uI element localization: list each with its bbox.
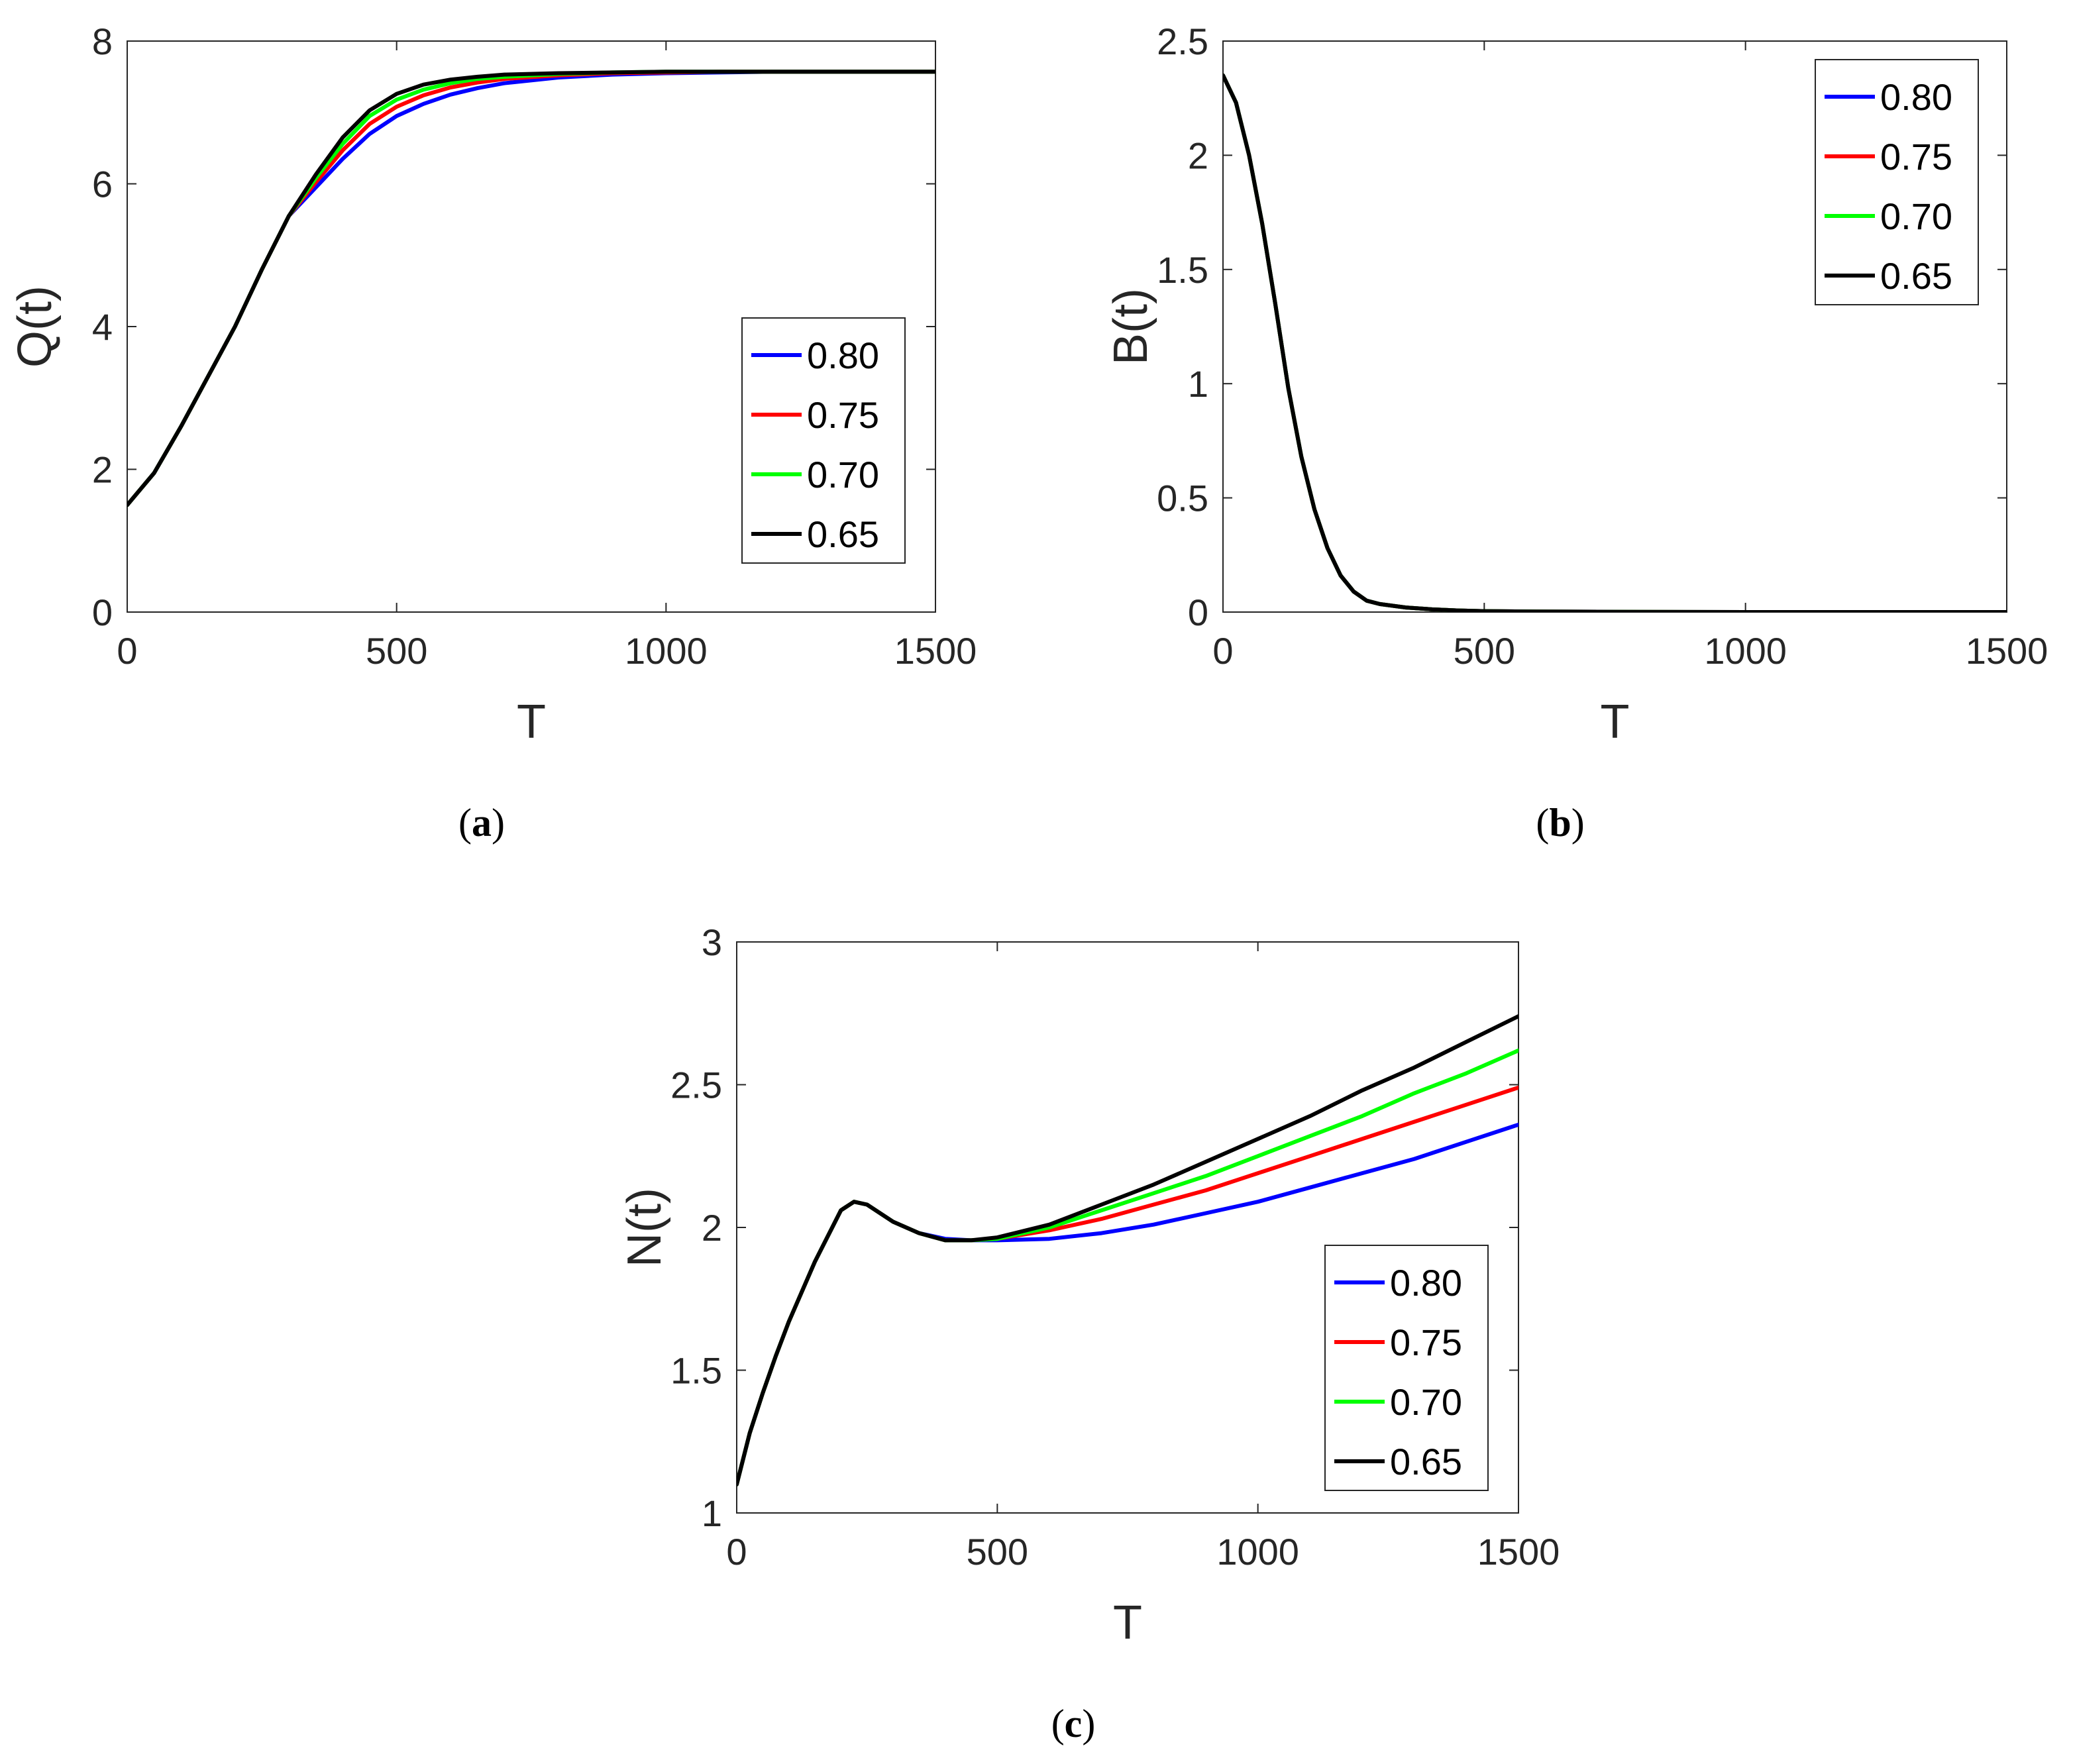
legend-label: 0.70 — [1390, 1381, 1462, 1423]
x-tick-label: 1500 — [894, 630, 977, 672]
series-line-0-65 — [1223, 73, 2007, 612]
legend-box — [1815, 59, 1979, 305]
y-tick-label: 2.5 — [1157, 21, 1208, 62]
caption-open: ( — [1051, 1702, 1065, 1745]
caption-letter: c — [1065, 1702, 1083, 1745]
caption-open: ( — [458, 801, 472, 845]
legend-label: 0.80 — [1390, 1262, 1462, 1304]
legend-box — [741, 317, 906, 564]
x-tick-label: 0 — [117, 630, 137, 672]
chart-panel-c: 0 500 1000 150011.522.53TN(t)0.800.750.700.… — [618, 921, 1560, 1745]
chart-panel-b: 0 500 1000 1500 0 0.5 1 1.5 2 2.5 T B(t) 0.80 0.75 0.7… — [1104, 21, 2048, 845]
panel-caption: (c) — [1051, 1702, 1096, 1745]
x-tick-label: 1000 — [1216, 1531, 1299, 1573]
y-tick-label: 0.5 — [1157, 478, 1208, 519]
caption-close: ) — [1082, 1702, 1095, 1745]
x-tick-label: 1500 — [1477, 1531, 1560, 1573]
legend-label: 0.65 — [1390, 1441, 1462, 1482]
y-tick-label: 2 — [92, 449, 113, 491]
x-tick-label: 1500 — [1966, 630, 2048, 672]
caption-letter: b — [1549, 801, 1571, 845]
legend-label: 0.75 — [1880, 136, 1952, 178]
x-tick-label: 1000 — [625, 630, 708, 672]
x-tick-label: 500 — [366, 630, 427, 672]
panel-caption: (a) — [458, 801, 505, 845]
legend-label: 0.75 — [807, 394, 879, 436]
x-tick-label: 0 — [1212, 630, 1233, 672]
y-tick-label: 2.5 — [670, 1064, 722, 1106]
panel-caption: (b) — [1536, 801, 1584, 845]
x-axis-label: T — [1601, 696, 1630, 749]
x-tick-label: 1000 — [1704, 630, 1787, 672]
legend-label: 0.80 — [807, 335, 879, 376]
y-tick-label: 8 — [92, 21, 113, 62]
legend: 0.80 0.75 0.70 0.65 — [741, 317, 906, 564]
x-axis-label: T — [1113, 1596, 1142, 1649]
y-tick-label: 6 — [92, 164, 113, 205]
y-tick-label: 1.5 — [1157, 249, 1208, 291]
caption-letter: a — [472, 801, 492, 845]
x-tick-label: 0 — [726, 1531, 747, 1573]
y-tick-label: 1 — [1188, 363, 1208, 405]
y-tick-label: 1.5 — [670, 1350, 722, 1392]
caption-open: ( — [1536, 801, 1549, 845]
legend-label: 0.80 — [1880, 76, 1952, 118]
legend-box — [1324, 1245, 1489, 1491]
y-axis-label: B(t) — [1104, 288, 1157, 365]
y-axis-label: Q(t) — [9, 285, 62, 368]
y-tick-label: 2 — [1188, 134, 1208, 176]
y-axis-label: N(t) — [618, 1188, 671, 1267]
y-tick-label: 0 — [1188, 592, 1208, 633]
legend-label: 0.75 — [1390, 1322, 1462, 1363]
y-tick-label: 0 — [92, 592, 113, 633]
legend-label: 0.70 — [1880, 195, 1952, 237]
legend-label: 0.65 — [807, 513, 879, 555]
legend: 0.80 0.75 0.70 0.65 — [1324, 1245, 1489, 1491]
legend-label: 0.70 — [807, 454, 879, 495]
x-axis-label: T — [517, 696, 546, 749]
x-tick-label: 500 — [967, 1531, 1028, 1573]
legend-label: 0.65 — [1880, 255, 1952, 297]
y-tick-label: 4 — [92, 306, 113, 348]
x-tick-label: 500 — [1454, 630, 1515, 672]
series-line-0-65 — [737, 1014, 1518, 1486]
y-tick-label: 3 — [702, 921, 722, 963]
y-tick-label: 2 — [702, 1207, 722, 1249]
chart-panel-a: 0 500 1000 1500 0 2 4 6 8 T Q(t) 0.80 0.75 0.70 0.65 (a… — [9, 21, 977, 845]
series-line-0-65 — [127, 70, 935, 507]
y-tick-label: 1 — [702, 1492, 722, 1534]
caption-close: ) — [492, 801, 505, 845]
legend: 0.80 0.75 0.70 0.65 — [1815, 59, 1979, 305]
caption-close: ) — [1571, 801, 1585, 845]
